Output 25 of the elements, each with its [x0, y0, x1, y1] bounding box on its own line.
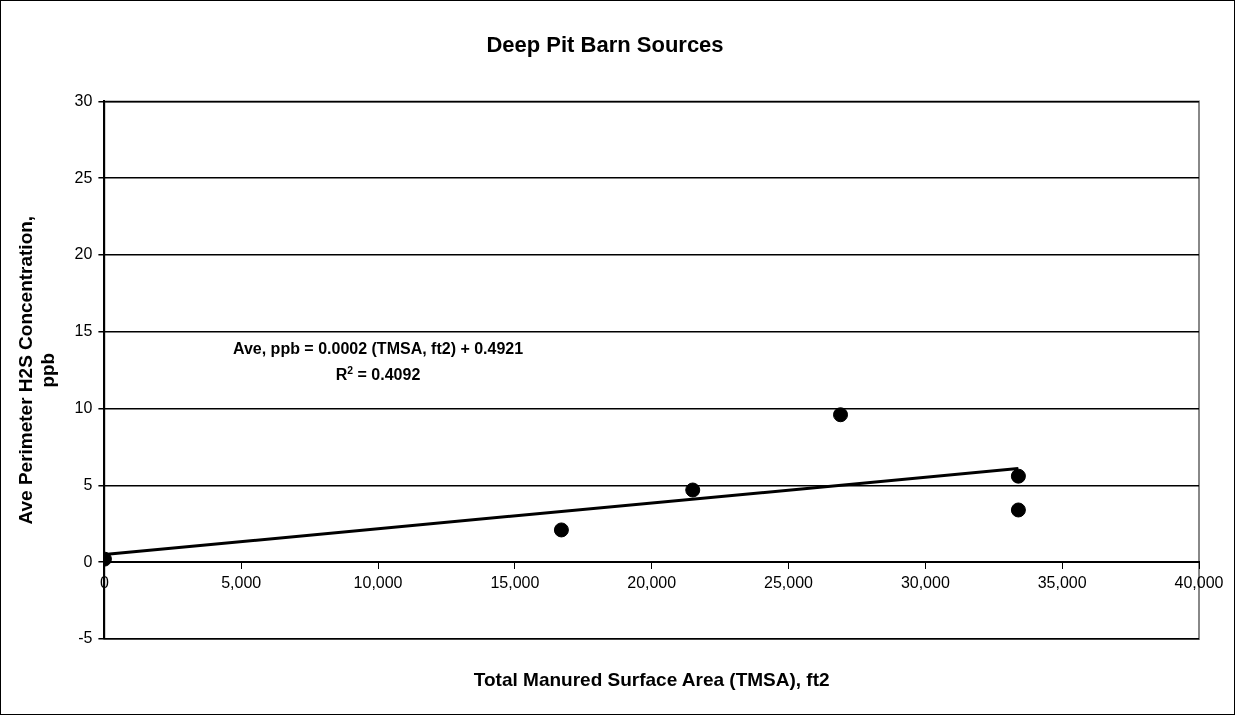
y-tick-label: 20 [74, 245, 93, 263]
y-tick-label: 15 [74, 322, 93, 340]
y-tick-label: 30 [74, 91, 93, 109]
x-tick-label: 25,000 [764, 574, 814, 592]
chart-title: Deep Pit Barn Sources [486, 32, 724, 58]
y-tick-label: 10 [74, 399, 93, 417]
x-tick-label: 40,000 [1174, 574, 1224, 592]
x-tick-label: 30,000 [900, 574, 950, 592]
y-tick-label: 25 [74, 168, 93, 186]
point [553, 522, 569, 538]
point [1010, 502, 1026, 518]
x-tick-label: 10,000 [353, 574, 403, 592]
x-tick-label: 20,000 [627, 574, 677, 592]
y-axis-title: Ave Perimeter H2S Concentration, ppb [14, 215, 59, 525]
x-axis-title: Total Manured Surface Area (TMSA), ft2 [473, 669, 830, 690]
x-tick-label: 15,000 [490, 574, 540, 592]
x-tick-label: 5,000 [221, 574, 262, 592]
y-tick-label: -5 [78, 629, 93, 647]
point [685, 482, 701, 498]
point [1010, 468, 1026, 484]
x-tick-label: 35,000 [1037, 574, 1087, 592]
annotation: Ave, ppb = 0.0002 (TMSA, ft2) + 0.4921 [232, 340, 524, 358]
point [833, 407, 849, 423]
y-tick-label: 0 [83, 552, 93, 570]
y-tick-label: 5 [83, 475, 93, 493]
